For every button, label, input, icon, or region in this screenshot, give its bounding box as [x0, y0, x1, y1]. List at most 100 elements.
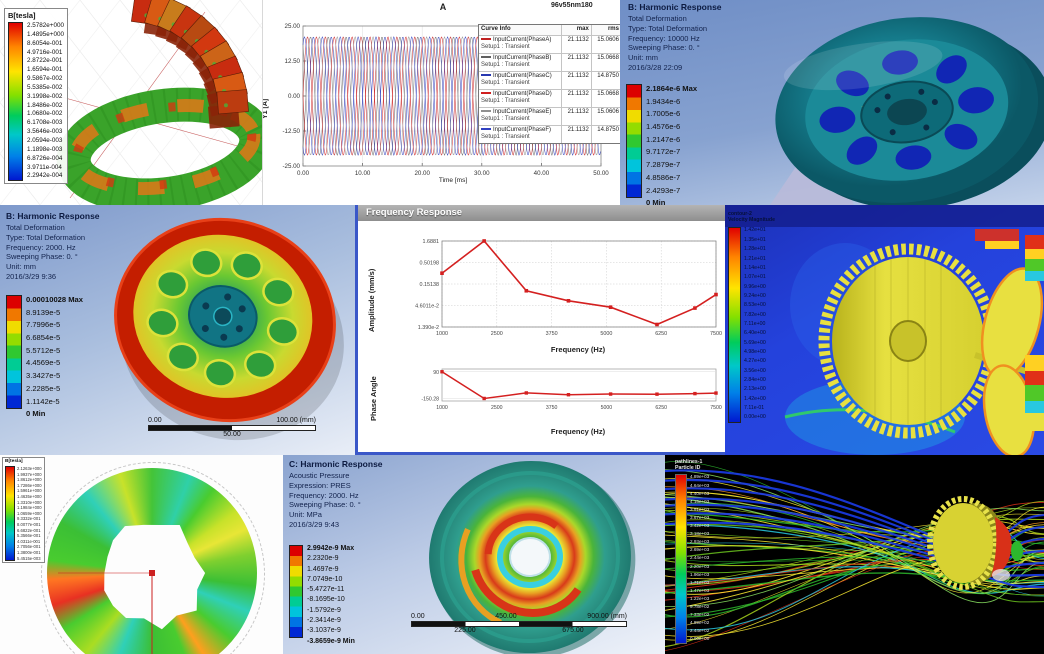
panel-acoustic-pressure: C: Harmonic Response Acoustic Pressure Ex… — [283, 455, 665, 654]
tick-label: 30.00 — [474, 170, 490, 177]
ruler-label: 450.00 — [495, 613, 517, 620]
legend-value: 1.4895e+000 — [27, 30, 64, 38]
result-info-line: Frequency: 2000. Hz — [6, 242, 76, 252]
legend-value: 0.00e+00 — [690, 636, 710, 642]
result-info: B: Harmonic Response Total Deformation Ty… — [628, 2, 798, 73]
result-lines: Acoustic Pressure Expression: PRES Frequen… — [289, 471, 459, 530]
legend-value: 9.96e+00 — [744, 283, 766, 290]
legend-value: 1.8612e+000 — [17, 477, 42, 483]
cfd-art — [725, 205, 1044, 455]
tick-label: 2500 — [491, 405, 503, 411]
legend-value: 1.0680e-002 — [27, 110, 63, 118]
legend-title: contour-2 Velocity Magnitude — [728, 211, 775, 223]
b-tesla-legend: B[tesla] 2.5782e+000 1.4895e+000 8.6054e-0… — [4, 8, 68, 185]
legend-value: 8.6054e-001 — [27, 39, 63, 47]
tick-label: 5000 — [600, 331, 612, 337]
result-info-line: Unit: mm — [628, 53, 658, 63]
tick-label: 1.390e-2 — [418, 325, 439, 331]
legend-value: 4.89e+02 — [690, 620, 710, 626]
legend-value: 9.24e+00 — [744, 292, 766, 299]
acoustic-legend: 2.9942e-9 Max 2.2320e-9 1.4697e-9 7.0749e-1… — [289, 545, 355, 648]
deformation-legend: 2.1864e-6 Max 1.9434e-6 1.7005e-6 1.4576e-6… — [626, 84, 697, 205]
pathlines-art — [665, 461, 1044, 651]
curve-info-row: InputCurrent(PhaseB) Setup1 : Transient 21… — [479, 53, 620, 72]
legend-value: 2.7056e-001 — [17, 544, 41, 550]
tick-label: 20.00 — [414, 170, 430, 177]
freq-response-plots: 1000 2500 3750 5000 6250 7500 1.6881 0.50198 0.1… — [415, 239, 722, 411]
legend-value: 5.5712e-5 — [26, 345, 61, 355]
legend-value: 3.18e+03 — [690, 531, 710, 537]
phase-axis-label: Phase Angle — [369, 376, 378, 421]
legend-value: 3.42e+03 — [690, 523, 710, 529]
curve-swatch — [481, 73, 491, 76]
legend-value: 1.1984e+000 — [17, 505, 42, 511]
phase-angle-plot: 90 -150.28 1000 2500 3750 5000 6250 7500 — [421, 368, 722, 411]
legend-title-line: Velocity Magnitude — [728, 217, 775, 224]
legend-values: 2.5782e+000 1.4895e+000 8.6054e-001 4.9716e… — [27, 22, 64, 181]
scale-ruler: 0.00 100.00 (mm) 50.00 — [148, 417, 316, 440]
tick-label: 0.15138 — [420, 282, 440, 288]
legend-value: 1.35e+01 — [744, 236, 766, 243]
curve-swatch — [481, 109, 491, 112]
amplitude-axis-label: Amplitude (mm/s) — [367, 268, 376, 332]
legend-value: 1.9434e-6 — [646, 96, 681, 106]
result-info-line: Sweeping Phase: 0. ° — [6, 252, 78, 262]
legend-value: 7.0749e-10 — [307, 575, 343, 583]
tick-label: 1000 — [436, 331, 448, 337]
curve-info-header: Curve Info max rms — [479, 25, 620, 36]
color-ramp — [5, 466, 15, 561]
legend-value: 7.11e-01 — [744, 405, 765, 411]
flywheel-2k-art — [114, 217, 344, 441]
legend-values: 2.9942e-9 Max 2.2320e-9 1.4697e-9 7.0749e-1… — [307, 545, 355, 648]
legend-value: 8.53e+00 — [744, 302, 766, 309]
legend-value: 3.5646e-003 — [27, 128, 63, 136]
pathline-gear — [927, 496, 1023, 590]
flywheel-10k-art — [770, 17, 1044, 205]
tick-label: 6250 — [655, 405, 667, 411]
panel-maxwell-ring: B[tesla] 2.1263e+000 1.9937e+000 1.8612e+0… — [0, 455, 283, 654]
tick-label: 0.50198 — [420, 261, 440, 267]
panel-phase-current-chart: 0.00 10.00 20.00 30.00 40.00 50.00 25.00 12.50 0… — [262, 0, 620, 205]
legend-value: 6.40e+00 — [744, 330, 766, 337]
panel-pathlines: pathlines-1 Particle ID 4.89e+03 4.64e+03 4… — [665, 455, 1044, 654]
result-lines: Total Deformation Type: Total Deformation… — [6, 223, 176, 282]
legend-value: 0.00010028 Max — [26, 295, 84, 304]
legend-value: 6.6822e-001 — [17, 527, 41, 533]
legend-value: 5.69e+00 — [744, 339, 766, 346]
ruler-bar — [148, 425, 316, 432]
ruler-label: 900.00 (mm) — [587, 613, 627, 620]
curve-info-row: InputCurrent(PhaseE) Setup1 : Transient 21… — [479, 107, 620, 126]
legend-value: 2.0594e-003 — [27, 136, 63, 144]
legend-values: 2.1263e+000 1.9937e+000 1.8612e+000 1.7286e… — [17, 466, 42, 561]
window-title-bar[interactable]: Frequency Response — [358, 205, 725, 221]
legend-value: 4.40e+03 — [690, 490, 710, 496]
result-info-line: Unit: MPa — [289, 510, 322, 520]
legend-value: 1.0659e+000 — [17, 510, 42, 516]
legend-value: 1.1142e-5 — [26, 396, 60, 406]
ring-hole — [58, 524, 206, 654]
tick-label: 2500 — [491, 331, 503, 337]
legend-value: 7.11e+00 — [744, 320, 766, 327]
legend-value: 1.7286e+000 — [17, 482, 42, 488]
legend-title-line: pathlines-1 — [675, 459, 703, 465]
legend-value: 1.28e+01 — [744, 246, 766, 253]
y-axis-label: Y1 [A] — [262, 98, 269, 119]
legend-value: 6.6854e-5 — [26, 333, 61, 343]
legend-value: 1.96e+03 — [690, 571, 710, 577]
legend-value: 1.42e+01 — [744, 227, 766, 234]
legend-value: 4.0311e-001 — [17, 538, 41, 544]
result-info-line: Expression: PRES — [289, 480, 351, 490]
legend-value: 7.33e+02 — [690, 612, 710, 618]
result-info-line: Total Deformation — [628, 14, 687, 24]
legend-title: B[tesla] — [8, 11, 36, 20]
x-axis-label: Time [ms] — [438, 177, 468, 184]
tick-label: 1000 — [436, 405, 448, 411]
legend-values: 1.42e+01 1.35e+01 1.28e+01 1.21e+01 1.14e+01… — [744, 227, 766, 423]
legend-title-line: contour-2 — [728, 211, 752, 217]
legend-value: 0.00e+00 — [744, 414, 766, 421]
result-info-line: 2016/3/29 9:36 — [6, 271, 57, 281]
legend-value: 1.07e+01 — [744, 274, 766, 281]
legend-value: 1.8486e-002 — [27, 101, 63, 109]
b-tesla-legend-small: B[tesla] 2.1263e+000 1.9937e+000 1.8612e+0… — [2, 457, 45, 564]
ruler-label: 225.00 — [454, 627, 476, 635]
